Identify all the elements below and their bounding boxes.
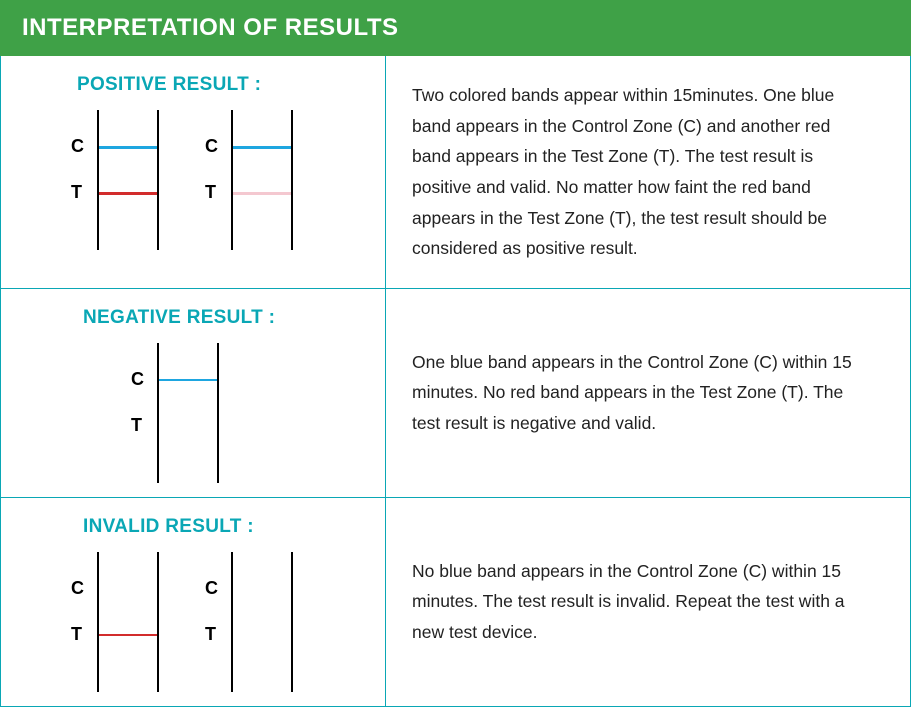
test-band-faint (233, 192, 291, 195)
negative-description: One blue band appears in the Control Zon… (412, 347, 870, 439)
strip-edge (291, 552, 293, 692)
strip-edge (97, 552, 99, 692)
negative-strips: C T (21, 343, 365, 483)
results-table: POSITIVE RESULT : C T C T (0, 56, 911, 707)
strip-edge (231, 110, 233, 250)
control-band (99, 146, 157, 149)
row-negative: NEGATIVE RESULT : C T One blue band appe… (1, 288, 910, 497)
control-band (159, 379, 217, 382)
label-c: C (205, 136, 218, 157)
label-c: C (205, 578, 218, 599)
label-c: C (71, 136, 84, 157)
strip-edge (217, 343, 219, 483)
strip-edge (157, 110, 159, 250)
strip: C T (61, 110, 171, 250)
label-c: C (71, 578, 84, 599)
label-t: T (205, 182, 216, 203)
strip-edge (291, 110, 293, 250)
label-t: T (71, 624, 82, 645)
negative-description-cell: One blue band appears in the Control Zon… (386, 289, 910, 497)
strip-edge (231, 552, 233, 692)
strip-edge (97, 110, 99, 250)
test-band (99, 634, 157, 637)
strip: C T (61, 552, 171, 692)
label-t: T (71, 182, 82, 203)
label-t: T (131, 415, 142, 436)
positive-title: POSITIVE RESULT : (21, 74, 365, 96)
label-c: C (131, 369, 144, 390)
positive-diagram-cell: POSITIVE RESULT : C T C T (1, 56, 386, 288)
invalid-strips: C T C T (21, 552, 365, 692)
label-t: T (205, 624, 216, 645)
strip: C T (195, 552, 305, 692)
invalid-description: No blue band appears in the Control Zone… (412, 556, 870, 648)
strip-edge (157, 343, 159, 483)
negative-title: NEGATIVE RESULT : (21, 307, 365, 329)
invalid-diagram-cell: INVALID RESULT : C T C T (1, 498, 386, 706)
row-invalid: INVALID RESULT : C T C T No blue band a (1, 497, 910, 706)
positive-strips: C T C T (21, 110, 365, 250)
row-positive: POSITIVE RESULT : C T C T (1, 56, 910, 288)
strip: C T (195, 110, 305, 250)
header-title: INTERPRETATION OF RESULTS (22, 14, 399, 41)
test-band (99, 192, 157, 195)
section-header: INTERPRETATION OF RESULTS (0, 0, 911, 56)
invalid-description-cell: No blue band appears in the Control Zone… (386, 498, 910, 706)
control-band (233, 146, 291, 149)
positive-description-cell: Two colored bands appear within 15minute… (386, 56, 910, 288)
positive-description: Two colored bands appear within 15minute… (412, 80, 870, 264)
negative-diagram-cell: NEGATIVE RESULT : C T (1, 289, 386, 497)
invalid-title: INVALID RESULT : (21, 516, 365, 538)
strip: C T (121, 343, 231, 483)
strip-edge (157, 552, 159, 692)
